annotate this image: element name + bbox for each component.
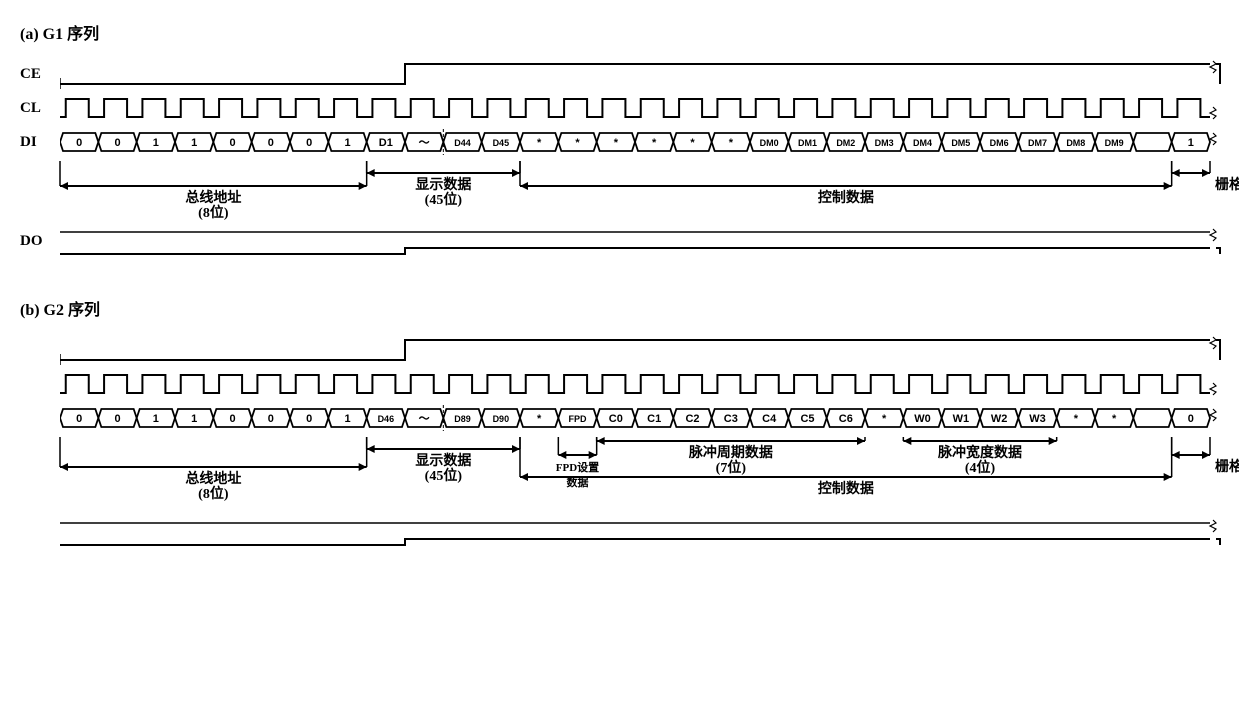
svg-text:显示数据: 显示数据	[415, 452, 471, 469]
svg-text:控制数据: 控制数据	[818, 189, 874, 206]
svg-text:DM1: DM1	[798, 138, 817, 148]
signal-label-cl: CL	[20, 100, 60, 117]
svg-text:*: *	[690, 137, 695, 149]
svg-text:0: 0	[229, 137, 235, 149]
svg-text:总线地址: 总线地址	[185, 189, 241, 206]
svg-text:DM2: DM2	[836, 138, 855, 148]
signal-di: 0 0 1 1 0 0 0 1 D46 ～ D89 D90 * FPD C0 C1 C2 C3 C4 C5 C6 * W0 W…	[60, 403, 1222, 433]
signal-do	[60, 517, 1222, 547]
svg-text:(7位): (7位)	[716, 459, 747, 476]
svg-text:1: 1	[344, 413, 350, 425]
timing-diagram-g1: (a) G1 序列 CE CL DI 0 0 1 1 0 0 0 1 D1 ～ D44 D45 * * * * * * DM…	[20, 20, 1219, 256]
svg-text:D90: D90	[493, 414, 510, 424]
svg-text:～: ～	[419, 137, 430, 149]
svg-text:*: *	[537, 413, 542, 425]
svg-text:1: 1	[344, 137, 350, 149]
svg-text:栅格标识符 DD: 栅格标识符 DD	[1215, 458, 1239, 475]
svg-text:(4位): (4位)	[965, 459, 996, 476]
svg-text:D89: D89	[454, 414, 471, 424]
annotation-brackets: 总线地址(8位)显示数据(45位)控制数据栅格标识符 DD	[60, 161, 1219, 226]
signal-label-di: DI	[20, 134, 60, 151]
svg-text:脉冲周期数据: 脉冲周期数据	[688, 444, 773, 461]
svg-text:0: 0	[114, 137, 120, 149]
svg-text:DM9: DM9	[1105, 138, 1124, 148]
svg-text:1: 1	[153, 413, 159, 425]
svg-text:C0: C0	[609, 413, 623, 425]
svg-text:0: 0	[268, 413, 274, 425]
svg-text:DM3: DM3	[875, 138, 894, 148]
signal-label-ce: CE	[20, 66, 60, 83]
svg-text:(45位): (45位)	[425, 191, 463, 208]
diagram-title: (b) G2 序列	[20, 296, 1219, 320]
svg-text:脉冲宽度数据: 脉冲宽度数据	[937, 444, 1022, 461]
svg-text:*: *	[614, 137, 619, 149]
timing-diagram-g2: (b) G2 序列 0 0 1 1 0 0 0 1 D46 ～ D89 D90 * FPD C0 C1 C2 C3 C…	[20, 296, 1219, 547]
svg-text:C3: C3	[724, 413, 738, 425]
svg-text:FPD设置: FPD设置	[556, 460, 599, 474]
signal-do	[60, 226, 1222, 256]
svg-text:C2: C2	[685, 413, 699, 425]
svg-text:C5: C5	[800, 413, 814, 425]
signal-ce	[60, 335, 1222, 365]
svg-text:FPD: FPD	[569, 414, 588, 424]
svg-text:1: 1	[1188, 137, 1194, 149]
svg-text:*: *	[882, 413, 887, 425]
svg-text:1: 1	[191, 137, 197, 149]
svg-text:～: ～	[419, 413, 430, 425]
svg-text:W2: W2	[991, 413, 1008, 425]
svg-text:显示数据: 显示数据	[415, 176, 471, 193]
svg-text:DM7: DM7	[1028, 138, 1047, 148]
svg-text:1: 1	[191, 413, 197, 425]
svg-text:(8位): (8位)	[198, 485, 229, 502]
svg-text:W1: W1	[953, 413, 970, 425]
signal-label-do: DO	[20, 233, 60, 250]
svg-text:DM8: DM8	[1066, 138, 1085, 148]
svg-text:(8位): (8位)	[198, 204, 229, 221]
svg-text:0: 0	[76, 137, 82, 149]
svg-text:0: 0	[268, 137, 274, 149]
signal-di: 0 0 1 1 0 0 0 1 D1 ～ D44 D45 * * * * * * DM0 DM1 DM2 DM3 DM4 DM…	[60, 127, 1222, 157]
svg-text:0: 0	[76, 413, 82, 425]
svg-text:0: 0	[229, 413, 235, 425]
svg-text:DM5: DM5	[951, 138, 970, 148]
svg-text:DM4: DM4	[913, 138, 932, 148]
signal-cl	[60, 94, 1222, 122]
svg-text:C4: C4	[762, 413, 777, 425]
svg-text:栅格标识符 DD: 栅格标识符 DD	[1215, 176, 1239, 193]
svg-text:0: 0	[1188, 413, 1194, 425]
svg-text:*: *	[1074, 413, 1079, 425]
svg-text:C6: C6	[839, 413, 853, 425]
svg-text:W0: W0	[914, 413, 931, 425]
svg-text:*: *	[1112, 413, 1117, 425]
svg-text:DM6: DM6	[990, 138, 1009, 148]
svg-text:C1: C1	[647, 413, 661, 425]
svg-text:0: 0	[306, 413, 312, 425]
annotation-brackets: 总线地址(8位)显示数据(45位)FPD设置数据脉冲周期数据(7位)脉冲宽度数据…	[60, 437, 1219, 517]
svg-text:1: 1	[153, 137, 159, 149]
svg-text:0: 0	[306, 137, 312, 149]
diagram-title: (a) G1 序列	[20, 20, 1219, 44]
svg-text:D46: D46	[378, 414, 395, 424]
svg-text:DM0: DM0	[760, 138, 779, 148]
svg-text:W3: W3	[1029, 413, 1046, 425]
signal-ce	[60, 59, 1222, 89]
svg-text:总线地址: 总线地址	[185, 470, 241, 487]
svg-text:(45位): (45位)	[425, 467, 463, 484]
svg-text:*: *	[537, 137, 542, 149]
svg-text:*: *	[575, 137, 580, 149]
svg-text:D44: D44	[454, 138, 471, 148]
svg-text:*: *	[729, 137, 734, 149]
svg-text:D1: D1	[379, 137, 393, 149]
svg-text:0: 0	[114, 413, 120, 425]
svg-text:*: *	[652, 137, 657, 149]
svg-text:D45: D45	[493, 138, 510, 148]
signal-cl	[60, 370, 1222, 398]
svg-text:控制数据: 控制数据	[818, 480, 874, 497]
